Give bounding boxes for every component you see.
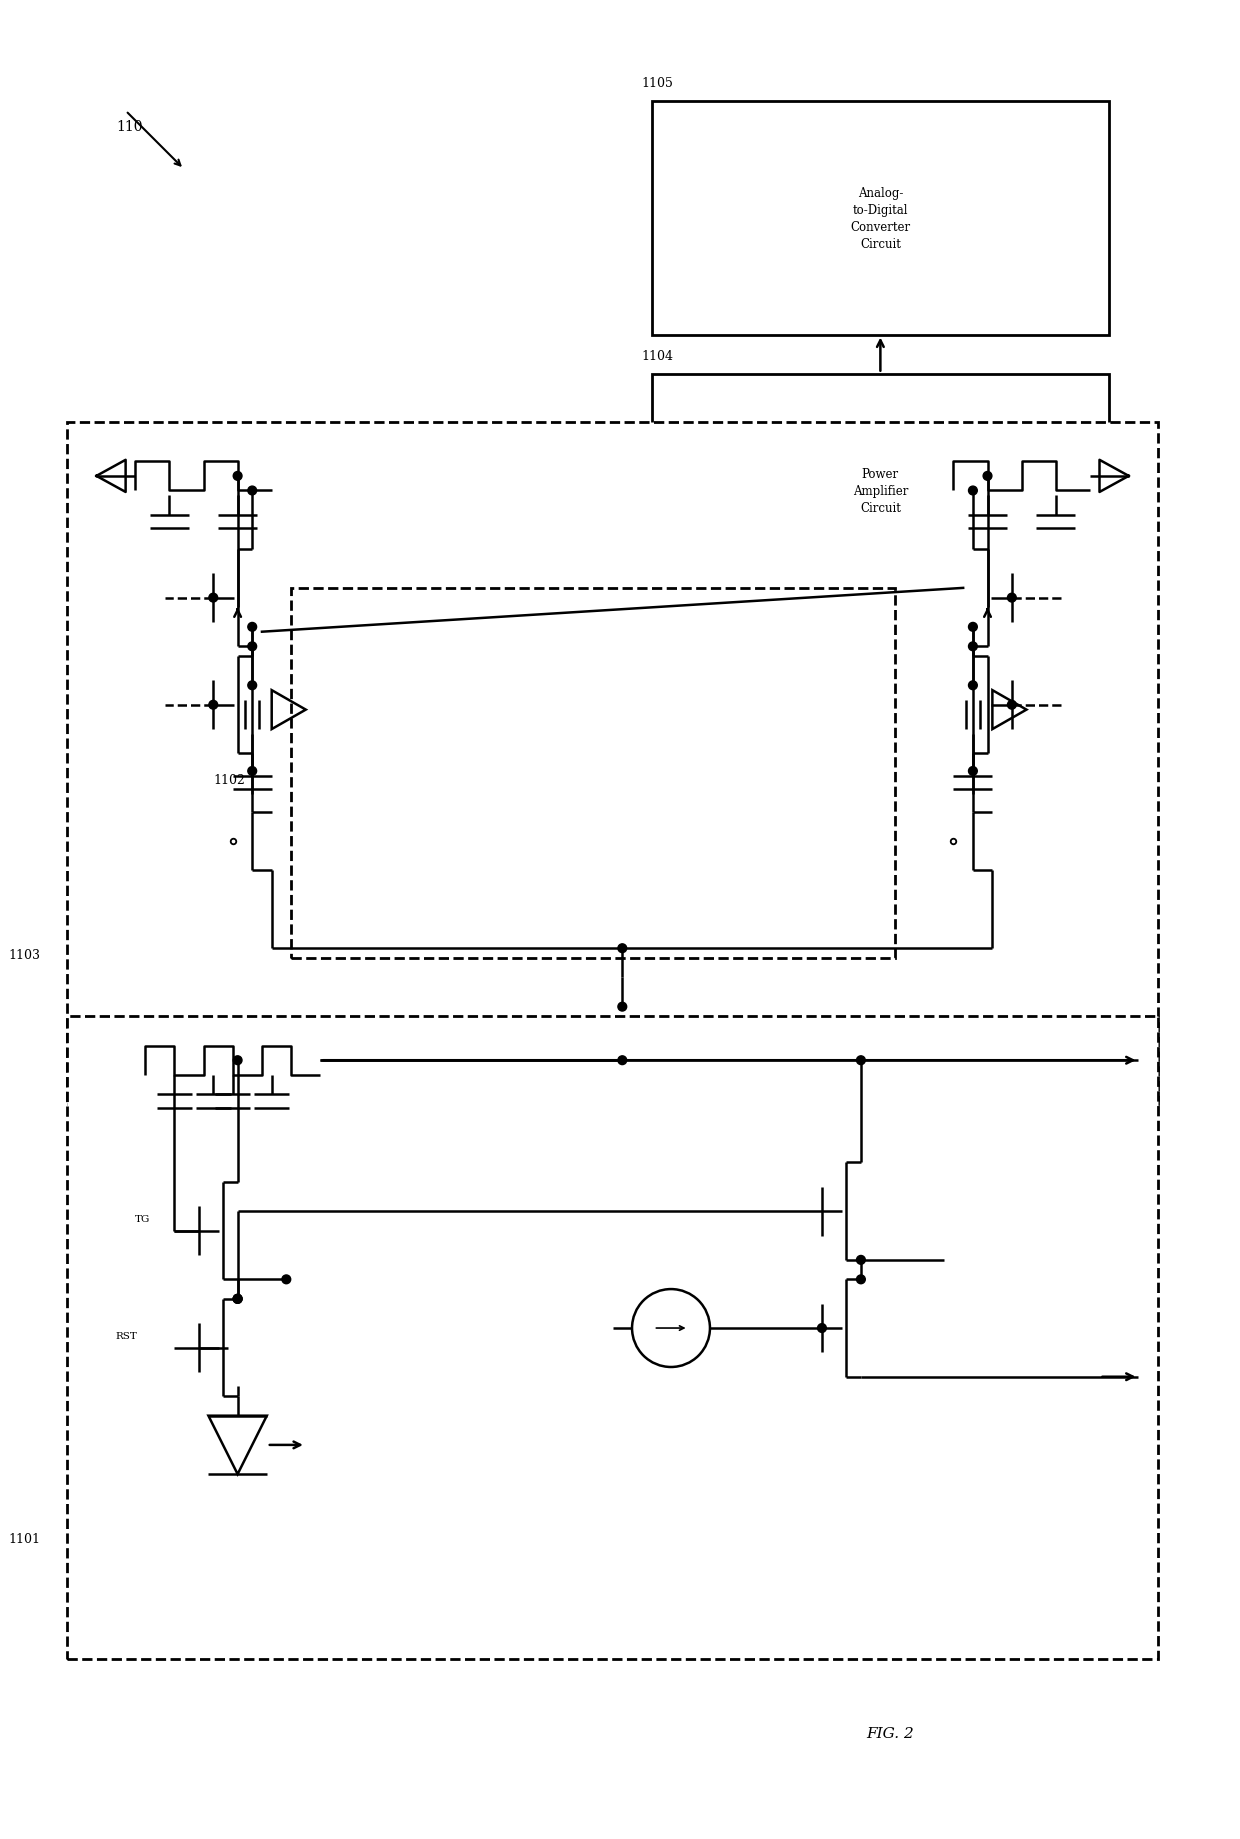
Circle shape [1007, 701, 1017, 710]
Circle shape [281, 1274, 290, 1284]
Bar [291, 588, 895, 958]
Circle shape [1007, 594, 1017, 603]
Circle shape [233, 473, 242, 482]
Text: RST: RST [115, 1331, 138, 1341]
Circle shape [817, 1324, 826, 1333]
Text: TG: TG [135, 1214, 151, 1223]
Circle shape [248, 682, 257, 690]
Circle shape [968, 642, 977, 651]
Text: 1103: 1103 [9, 949, 41, 962]
Text: FIG. 2: FIG. 2 [866, 1727, 914, 1740]
Text: 1105: 1105 [642, 77, 673, 90]
Circle shape [857, 1056, 866, 1065]
Text: 1102: 1102 [213, 772, 246, 787]
Circle shape [618, 1056, 626, 1065]
Text: 110: 110 [115, 120, 143, 134]
Circle shape [968, 682, 977, 690]
Text: 1104: 1104 [642, 349, 673, 362]
Bar [651, 375, 1110, 609]
Circle shape [208, 701, 218, 710]
Circle shape [233, 1295, 242, 1304]
Text: Power
Amplifier
Circuit: Power Amplifier Circuit [853, 467, 908, 515]
Bar [651, 101, 1110, 335]
Circle shape [248, 623, 257, 633]
Text: 1101: 1101 [9, 1532, 41, 1545]
Circle shape [857, 1274, 866, 1284]
Circle shape [618, 1002, 626, 1011]
Bar [67, 1017, 1158, 1659]
Circle shape [248, 487, 257, 495]
Circle shape [248, 767, 257, 776]
Circle shape [618, 943, 626, 953]
Circle shape [857, 1256, 866, 1265]
Circle shape [233, 1295, 242, 1304]
Circle shape [233, 1056, 242, 1065]
Circle shape [983, 473, 992, 482]
Text: Analog-
to-Digital
Converter
Circuit: Analog- to-Digital Converter Circuit [851, 188, 910, 250]
Circle shape [233, 1295, 242, 1304]
Bar [67, 423, 1158, 1105]
Circle shape [968, 487, 977, 495]
Circle shape [968, 767, 977, 776]
Circle shape [208, 594, 218, 603]
Circle shape [968, 623, 977, 633]
Circle shape [248, 642, 257, 651]
